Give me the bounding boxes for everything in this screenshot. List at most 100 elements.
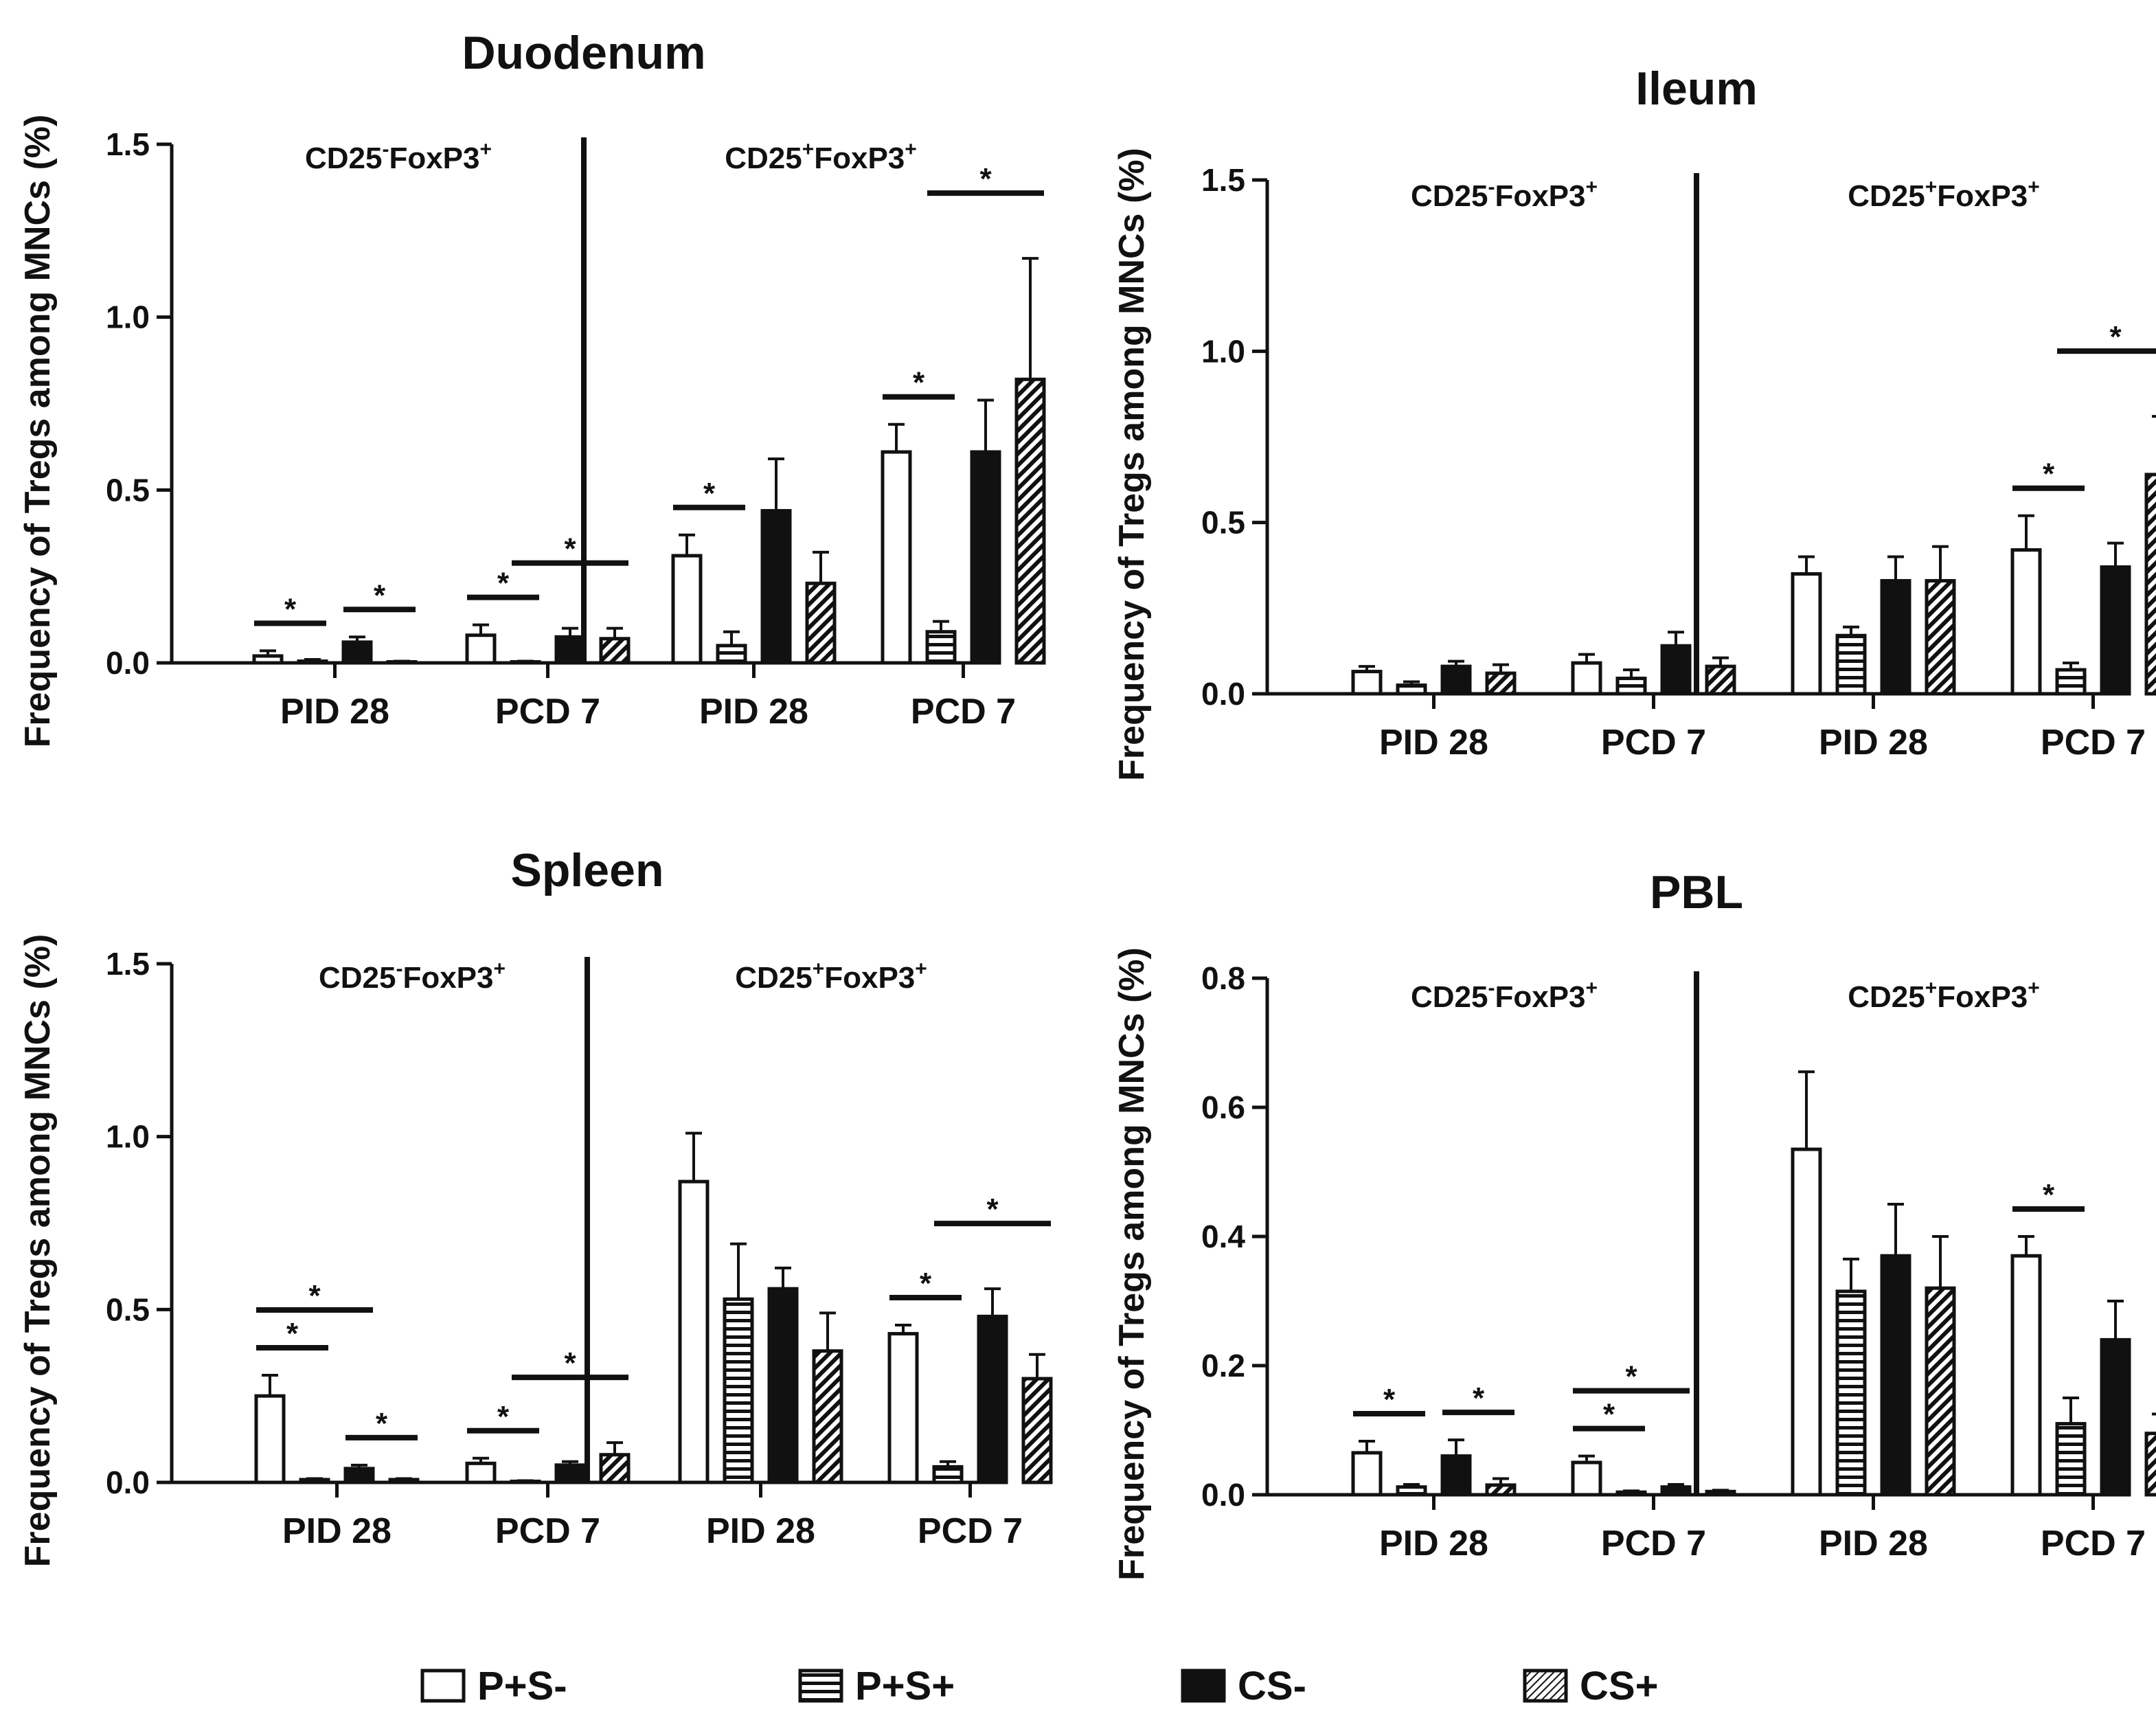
chart-title: Spleen — [511, 844, 664, 896]
bar-P+S--PID28 — [1351, 670, 1383, 696]
chart-title: PBL — [1650, 866, 1743, 918]
y-tick-label: 0.0 — [106, 1465, 150, 1500]
bar-P+S--PID28 — [1351, 1451, 1383, 1497]
bar-P+S--PID28 — [671, 554, 703, 665]
group-label: CD25+FoxP3+ — [1848, 176, 2040, 213]
bar-CS+-PCD7 — [1705, 664, 1736, 696]
bar-P+S+-PID28 — [297, 659, 328, 665]
legend-swatch-CSp — [1523, 1669, 1568, 1703]
y-tick-label: 1.5 — [106, 946, 150, 982]
y-tick-label: 1.5 — [1201, 162, 1245, 198]
x-category-label: PCD 7 — [2041, 1524, 2146, 1563]
bar-P+S--PCD7 — [1571, 661, 1602, 696]
x-category-label: PCD 7 — [918, 1511, 1023, 1551]
chart-panel-ileum: Ileum Frequency of Tregs among MNCs (%) 0.… — [1112, 63, 2156, 781]
group-label: CD25+FoxP3+ — [735, 958, 927, 995]
significance-star: * — [703, 477, 716, 510]
significance-star: * — [286, 1317, 299, 1351]
significance-star: * — [1603, 1398, 1615, 1432]
bar-P+S+-PCD7 — [932, 1465, 964, 1484]
bar-CS--PID28 — [767, 1287, 799, 1484]
legend-label-PpSp: P+S+ — [855, 1664, 955, 1708]
group-label: CD25-FoxP3+ — [305, 138, 492, 175]
bar-CS+-PID28 — [812, 1349, 843, 1484]
bar-P+S--PCD7 — [881, 450, 912, 665]
bar-P+S+-PID28 — [299, 1478, 330, 1484]
chart-title: Duodenum — [462, 27, 705, 79]
y-tick-label: 1.0 — [1201, 333, 1245, 369]
bar-P+S+-PID28 — [716, 644, 747, 665]
y-tick-label: 0.8 — [1201, 960, 1245, 996]
y-axis-label: Frequency of Tregs among MNCs (%) — [1112, 148, 1152, 781]
x-category-label: PCD 7 — [495, 692, 600, 732]
bar-P+S--PCD7 — [1571, 1460, 1602, 1497]
group-label: CD25-FoxP3+ — [1411, 977, 1598, 1014]
bar-P+S+-PCD7 — [2055, 1422, 2087, 1497]
bar-CS+-PID28 — [1925, 1286, 1956, 1497]
y-tick-label: 0.5 — [1201, 505, 1245, 541]
bar-CS--PCD7 — [1660, 644, 1692, 696]
x-category-label: PCD 7 — [911, 692, 1016, 732]
bar-CS--PCD7 — [977, 1314, 1008, 1484]
legend-label-CSm: CS- — [1238, 1664, 1306, 1708]
bar-CS--PID28 — [760, 509, 792, 665]
y-axis-label: Frequency of Tregs among MNCs (%) — [1112, 947, 1152, 1581]
bar-CS--PID28 — [341, 640, 373, 665]
x-category-label: PID 28 — [280, 692, 389, 732]
bar-CS--PID28 — [1880, 1254, 1911, 1497]
x-category-label: PCD 7 — [495, 1511, 600, 1551]
x-category-label: PID 28 — [1819, 723, 1928, 762]
x-category-label: PID 28 — [282, 1511, 392, 1551]
bar-P+S--PCD7 — [465, 633, 497, 665]
bar-P+S--PCD7 — [465, 1461, 497, 1484]
y-tick-label: 0.0 — [1201, 1477, 1245, 1513]
legend-swatch-PpSp — [798, 1669, 843, 1703]
bar-CS+-PCD7 — [1014, 377, 1046, 665]
significance-star: * — [497, 567, 510, 600]
significance-star: * — [920, 1267, 932, 1300]
bar-CS--PID28 — [1440, 1454, 1472, 1497]
bar-CS--PCD7 — [2100, 1337, 2131, 1497]
bar-CS+-PCD7 — [599, 1453, 631, 1484]
significance-star: * — [2043, 457, 2055, 491]
x-category-label: PID 28 — [1379, 723, 1488, 762]
chart-title: Ileum — [1635, 63, 1758, 115]
significance-star: * — [2043, 1178, 2055, 1212]
y-tick-label: 0.5 — [106, 472, 150, 508]
chart-panel-spleen: Spleen Frequency of Tregs among MNCs (%) 0… — [18, 844, 1053, 1567]
bar-P+S+-PCD7 — [925, 630, 957, 665]
bar-CS--PCD7 — [970, 450, 1001, 665]
significance-star: * — [376, 1407, 388, 1440]
y-tick-label: 0.2 — [1201, 1348, 1245, 1383]
bar-CS--PID28 — [343, 1467, 375, 1484]
group-label: CD25+FoxP3+ — [1848, 977, 2040, 1014]
bar-P+S+-PCD7 — [1615, 1490, 1647, 1497]
x-category-label: PID 28 — [1819, 1524, 1928, 1563]
y-axis-label: Frequency of Tregs among MNCs (%) — [18, 115, 58, 748]
y-tick-label: 0.4 — [1201, 1219, 1245, 1254]
chart-panel-pbl: PBL Frequency of Tregs among MNCs (%) 0.0 0… — [1112, 866, 2156, 1581]
chart-panel-duodenum: Duodenum Frequency of Tregs among MNCs (%… — [18, 27, 1046, 748]
y-tick-label: 1.0 — [106, 1119, 150, 1155]
bar-CS+-PCD7 — [1021, 1377, 1053, 1484]
x-category-label: PCD 7 — [1601, 1524, 1706, 1563]
bar-CS--PCD7 — [554, 1463, 586, 1484]
bar-CS+-PID28 — [388, 1478, 420, 1484]
x-category-label: PCD 7 — [1601, 723, 1706, 762]
bar-CS--PCD7 — [554, 635, 586, 665]
bar-CS+-PID28 — [1485, 671, 1517, 696]
bar-P+S--PID28 — [678, 1179, 710, 1484]
bar-P+S--PCD7 — [2010, 548, 2042, 696]
significance-star: * — [2109, 320, 2122, 354]
bar-P+S--PID28 — [1791, 572, 1822, 696]
bar-P+S--PID28 — [1791, 1147, 1822, 1497]
bar-P+S+-PCD7 — [1615, 677, 1647, 696]
significance-star: * — [1473, 1381, 1485, 1415]
bar-CS--PCD7 — [2100, 565, 2131, 696]
significance-star: * — [374, 578, 386, 612]
bar-P+S+-PCD7 — [2055, 668, 2087, 696]
significance-star: * — [1625, 1360, 1637, 1394]
bar-P+S+-PID28 — [1396, 683, 1427, 696]
significance-star: * — [564, 532, 576, 566]
